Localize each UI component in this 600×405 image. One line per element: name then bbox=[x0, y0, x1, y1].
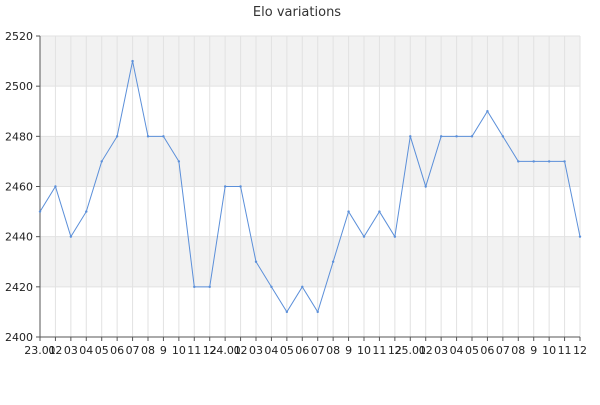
x-tick-label: 03 bbox=[64, 344, 78, 357]
x-tick-label: 06 bbox=[110, 344, 124, 357]
x-tick-label: 03 bbox=[434, 344, 448, 357]
x-tick-label: 05 bbox=[280, 344, 294, 357]
x-tick-label: 04 bbox=[450, 344, 464, 357]
data-point bbox=[347, 210, 350, 213]
x-tick-label: 04 bbox=[79, 344, 93, 357]
data-point bbox=[532, 160, 535, 163]
series-layer bbox=[38, 59, 582, 314]
plot-band bbox=[40, 136, 580, 187]
data-point bbox=[69, 235, 73, 238]
y-tick-label: 2400 bbox=[5, 331, 33, 344]
data-point bbox=[208, 285, 211, 289]
data-point bbox=[193, 285, 196, 289]
data-point bbox=[270, 285, 273, 289]
data-point bbox=[470, 135, 474, 138]
x-tick-label: 03 bbox=[249, 344, 263, 357]
y-tick-label: 2460 bbox=[5, 181, 33, 194]
data-point bbox=[455, 135, 458, 138]
x-tick-label: 12 bbox=[203, 344, 217, 357]
x-tick-label: 10 bbox=[542, 344, 556, 357]
x-tick-label: 08 bbox=[141, 344, 155, 357]
x-tick-label: 11 bbox=[558, 344, 572, 357]
x-tick-label: 08 bbox=[511, 344, 525, 357]
x-tick-label: 10 bbox=[357, 344, 371, 357]
y-axis-ticks: 2400 2420 2440 2460 2480 2500 2520 bbox=[5, 30, 40, 344]
chart-title: Elo variations bbox=[253, 5, 341, 20]
data-point bbox=[331, 260, 335, 263]
data-point bbox=[517, 160, 520, 163]
data-point bbox=[177, 160, 181, 163]
x-tick-label: 07 bbox=[311, 344, 325, 357]
data-point bbox=[393, 235, 397, 238]
x-tick-label: 12 bbox=[573, 344, 587, 357]
y-tick-label: 2520 bbox=[5, 30, 33, 43]
data-point bbox=[146, 135, 150, 138]
data-point bbox=[439, 135, 443, 138]
x-tick-label: 11 bbox=[187, 344, 201, 357]
x-tick-label: 07 bbox=[126, 344, 140, 357]
data-point bbox=[316, 310, 319, 314]
y-tick-label: 2480 bbox=[5, 130, 33, 143]
data-point bbox=[100, 160, 103, 163]
plot-band bbox=[40, 236, 580, 287]
data-point bbox=[486, 110, 489, 113]
data-point bbox=[85, 210, 88, 213]
y-tick-label: 2500 bbox=[5, 80, 33, 93]
x-tick-label: 07 bbox=[496, 344, 510, 357]
data-point bbox=[239, 185, 242, 188]
data-point bbox=[285, 310, 289, 314]
x-tick-label: 25.01 bbox=[395, 344, 427, 357]
x-tick-label: 02 bbox=[419, 344, 433, 357]
data-point bbox=[254, 260, 258, 263]
x-tick-label: 11 bbox=[372, 344, 386, 357]
x-tick-label: 24.01 bbox=[209, 344, 241, 357]
data-point bbox=[54, 185, 57, 188]
x-tick-label: 06 bbox=[295, 344, 309, 357]
data-point bbox=[563, 160, 566, 163]
y-tick-label: 2440 bbox=[5, 231, 33, 244]
x-tick-label: 04 bbox=[264, 344, 278, 357]
x-tick-label: 06 bbox=[480, 344, 494, 357]
data-point bbox=[547, 160, 551, 163]
data-point bbox=[162, 135, 165, 138]
data-point bbox=[501, 135, 505, 138]
data-point bbox=[424, 185, 427, 188]
x-tick-label: 23.01 bbox=[24, 344, 56, 357]
plot-bands bbox=[40, 36, 580, 287]
series-line bbox=[39, 60, 581, 314]
data-point bbox=[223, 185, 227, 188]
data-point bbox=[409, 135, 412, 138]
y-tick-label: 2420 bbox=[5, 281, 33, 294]
x-tick-label: 08 bbox=[326, 344, 340, 357]
x-tick-label: 12 bbox=[388, 344, 402, 357]
plot-band bbox=[40, 36, 580, 87]
x-tick-label: 02 bbox=[234, 344, 248, 357]
x-tick-label: 10 bbox=[172, 344, 186, 357]
data-point bbox=[115, 135, 119, 138]
data-point bbox=[378, 210, 381, 213]
data-point bbox=[362, 235, 366, 238]
x-tick-label: 9 bbox=[160, 344, 167, 357]
x-tick-label: 05 bbox=[95, 344, 109, 357]
data-point bbox=[131, 59, 134, 63]
data-point bbox=[301, 285, 304, 289]
x-tick-label: 05 bbox=[465, 344, 479, 357]
data-point bbox=[38, 210, 42, 213]
data-point bbox=[578, 235, 582, 238]
x-tick-label: 9 bbox=[530, 344, 537, 357]
x-tick-label: 02 bbox=[48, 344, 62, 357]
x-tick-label: 9 bbox=[345, 344, 352, 357]
